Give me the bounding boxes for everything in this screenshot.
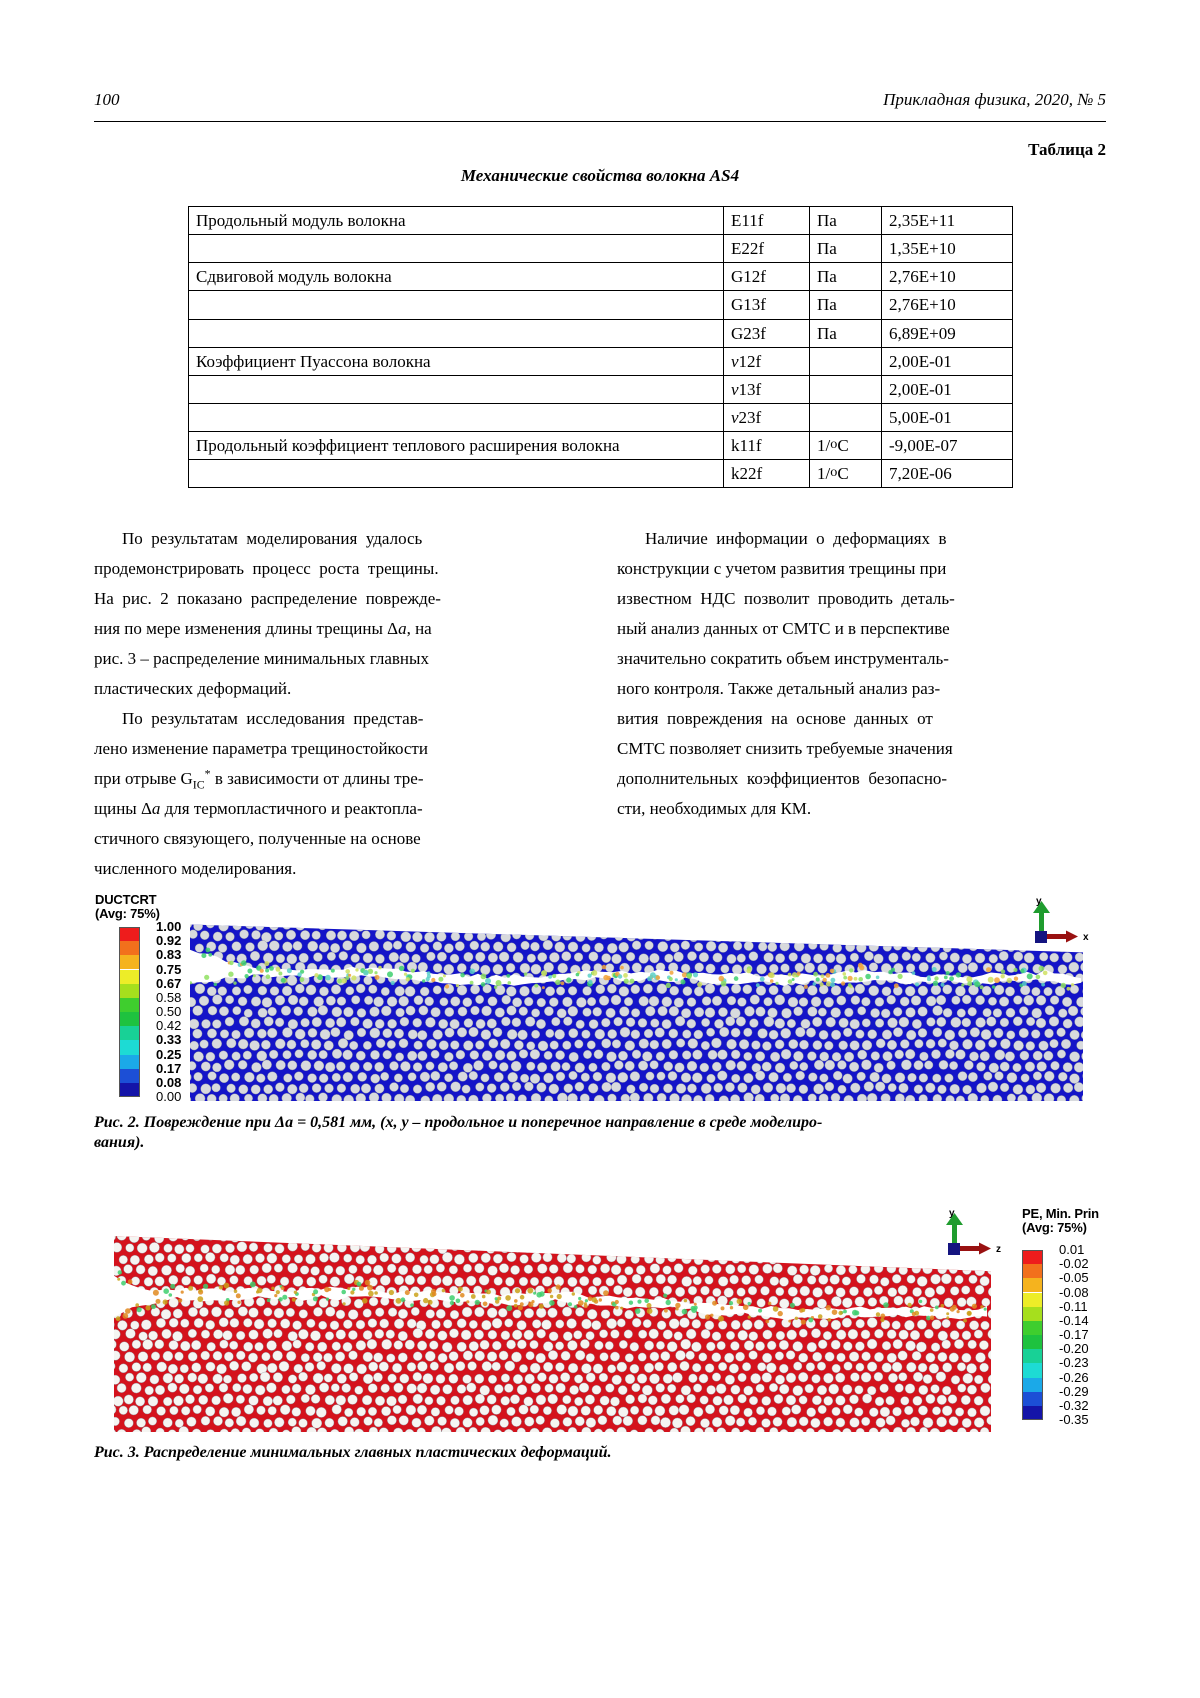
svg-text:z: z [996, 1244, 1001, 1255]
svg-text:x: x [1083, 932, 1089, 943]
